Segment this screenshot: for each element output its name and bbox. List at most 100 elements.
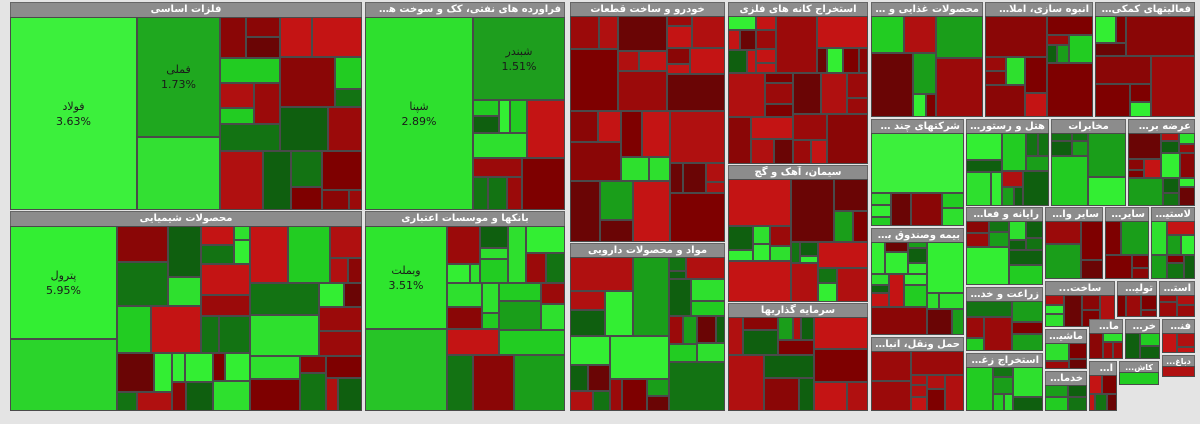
tile	[778, 340, 814, 355]
tile	[499, 330, 565, 355]
tile	[319, 283, 344, 307]
tile	[1159, 302, 1177, 317]
tile	[1107, 394, 1117, 411]
tile	[1161, 133, 1179, 141]
tile	[774, 139, 793, 164]
tile	[1045, 314, 1064, 327]
tile	[793, 140, 811, 164]
tile	[945, 375, 964, 411]
tile	[747, 50, 756, 73]
tile	[1013, 397, 1043, 411]
tile	[1069, 359, 1087, 369]
tile	[793, 317, 801, 340]
tile	[936, 16, 983, 58]
tile	[473, 133, 527, 158]
tile	[985, 71, 1006, 85]
tile	[1069, 35, 1093, 63]
tile	[570, 49, 618, 111]
tile	[966, 221, 989, 233]
tile	[989, 221, 1009, 232]
sector-title: خودرو و ساخت قطعات	[571, 3, 724, 17]
tile	[690, 48, 725, 74]
tile	[834, 211, 853, 242]
tile	[776, 16, 817, 73]
tile	[1095, 43, 1126, 56]
tile	[1179, 144, 1195, 153]
tile	[966, 317, 984, 338]
tile	[219, 316, 250, 353]
tile	[344, 283, 362, 307]
sector-title: فعالیتهای کمکی به ...	[1096, 3, 1194, 17]
tile: شپنا 2.89%	[365, 17, 473, 210]
tile	[447, 226, 480, 264]
tile	[927, 293, 939, 309]
tile	[911, 385, 927, 397]
tile	[801, 317, 814, 340]
tile	[966, 172, 991, 206]
sector-title: مخابرات	[1052, 120, 1125, 134]
tile	[743, 330, 778, 355]
tile-symbol: فولاد	[62, 99, 85, 113]
tile	[1095, 16, 1116, 43]
sector-title: تولید مح...	[1118, 282, 1156, 296]
tile	[1047, 45, 1057, 63]
tile	[335, 89, 362, 107]
tile	[447, 283, 482, 307]
tile	[1026, 133, 1038, 156]
tile	[871, 293, 889, 307]
tile	[991, 172, 1002, 206]
tile	[117, 262, 168, 306]
tile	[250, 226, 288, 283]
tile	[154, 353, 172, 392]
sector-title: رایانه و فعالیت...	[967, 208, 1042, 222]
tile	[201, 245, 234, 264]
tile	[473, 100, 499, 116]
sector-title: استخراج...	[1160, 282, 1194, 296]
tile	[1025, 93, 1047, 117]
tile	[499, 100, 510, 133]
tile	[280, 107, 328, 151]
tile	[1140, 333, 1160, 346]
tile	[1167, 255, 1184, 263]
tile	[137, 392, 172, 411]
tile	[871, 381, 911, 411]
tile	[1128, 159, 1144, 170]
tile	[683, 163, 706, 193]
tile	[526, 226, 565, 253]
tile	[1014, 187, 1023, 206]
tile	[633, 181, 670, 242]
tile	[847, 382, 868, 411]
tile	[10, 339, 117, 411]
tile	[800, 256, 818, 263]
sector-title: ساخت...	[1046, 282, 1114, 296]
tile	[871, 351, 911, 381]
tile-symbol: پترول	[50, 268, 77, 282]
tile	[220, 17, 246, 58]
tile	[1095, 394, 1107, 411]
tile	[908, 248, 927, 263]
sector-title: سایر واسـ...	[1046, 208, 1102, 222]
tile	[843, 48, 859, 73]
tile	[1161, 153, 1180, 178]
tile	[527, 100, 565, 158]
tile	[871, 193, 891, 205]
tile	[151, 306, 201, 353]
tile	[847, 73, 868, 98]
tile	[1167, 221, 1195, 235]
tile	[1163, 178, 1179, 193]
tile	[599, 16, 618, 49]
tile	[1140, 346, 1160, 359]
tile	[246, 17, 280, 37]
tile	[280, 17, 312, 57]
tile	[770, 246, 791, 261]
tile	[942, 208, 964, 226]
tile-change: 5.95%	[46, 283, 81, 297]
tile	[716, 316, 725, 343]
tile	[859, 48, 868, 73]
tile	[770, 226, 791, 246]
tile	[335, 57, 362, 89]
tile	[847, 98, 868, 114]
tile	[1002, 133, 1026, 171]
tile	[697, 343, 725, 362]
tile	[1045, 385, 1068, 397]
